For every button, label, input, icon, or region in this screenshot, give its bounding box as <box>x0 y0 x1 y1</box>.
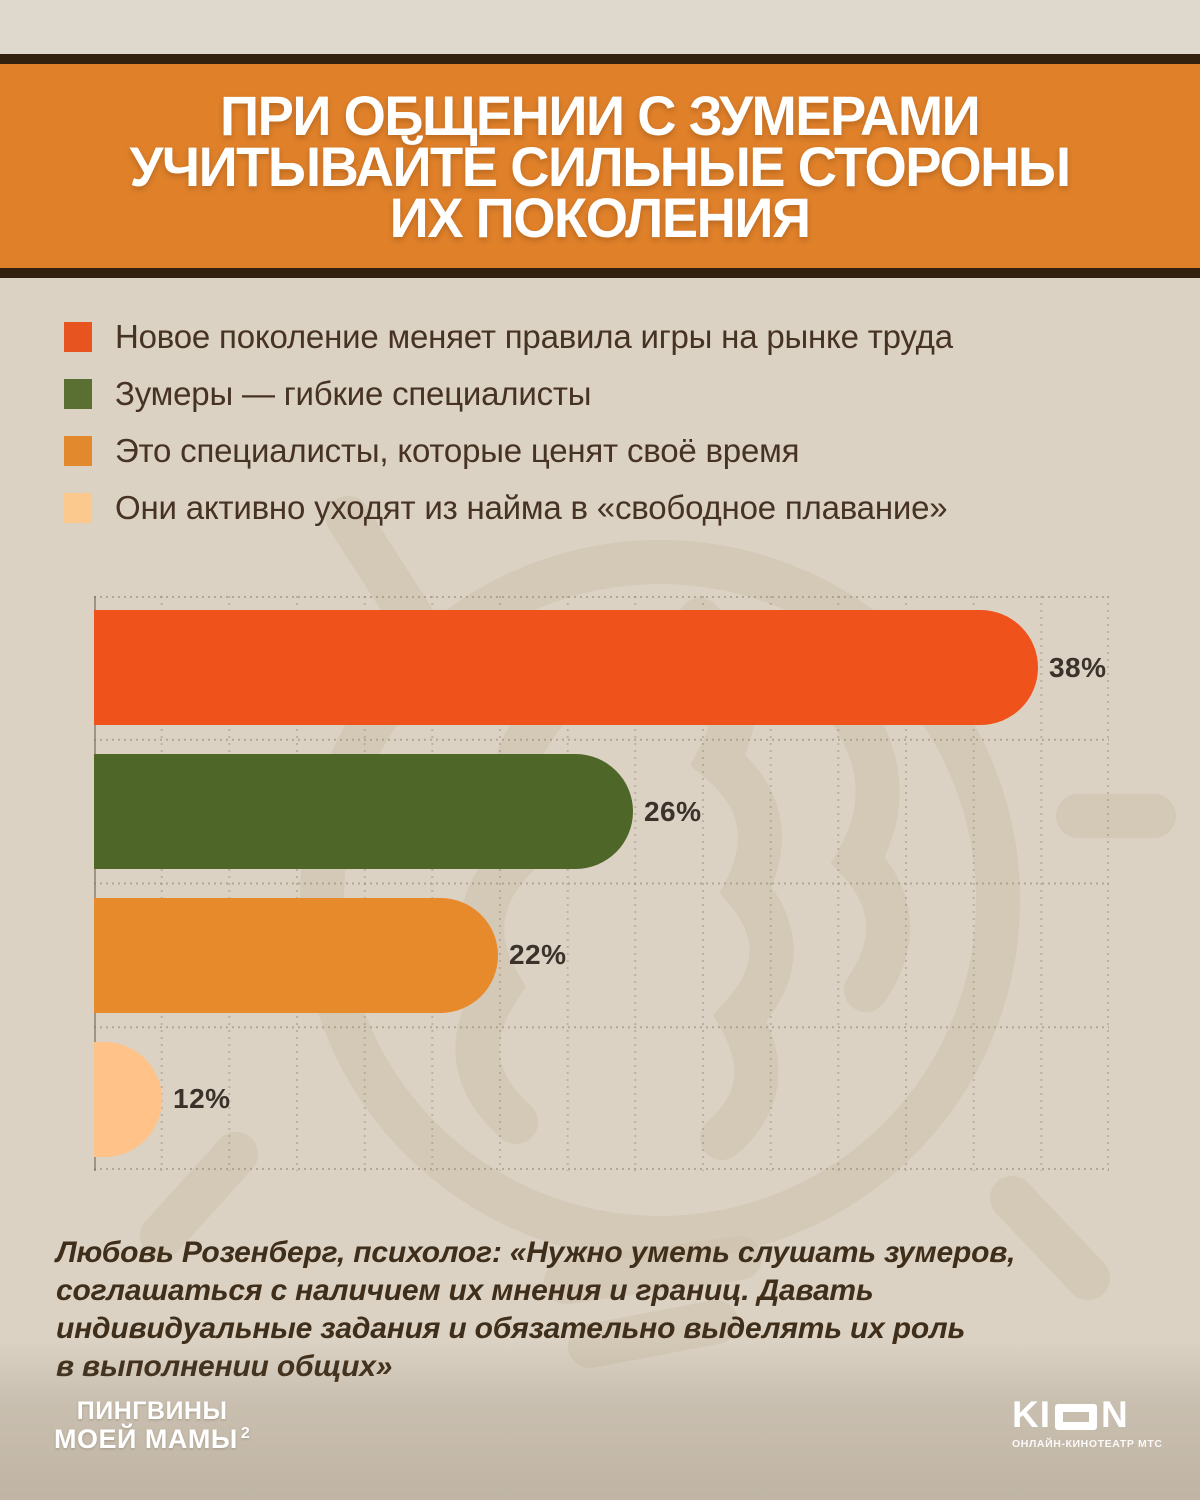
bar-chart: 38% 26% 22% 12% <box>94 596 1109 1171</box>
bar-value-label: 38% <box>1048 651 1107 683</box>
kion-wordmark: KI N <box>1012 1396 1163 1433</box>
page-title: ПРИ ОБЩЕНИИ С ЗУМЕРАМИ УЧИТЫВАЙТЕ СИЛЬНЫ… <box>129 83 1072 249</box>
legend-swatch-icon <box>64 379 92 409</box>
chart-rows: 38% 26% 22% 12% <box>94 596 1109 1171</box>
bar-segment-38 <box>94 610 1038 726</box>
penguins-logo-superscript: 2 <box>240 1425 251 1442</box>
bar-segment-26 <box>94 754 633 870</box>
kion-o-icon <box>1055 1403 1097 1430</box>
header-banner: ПРИ ОБЩЕНИИ С ЗУМЕРАМИ УЧИТЫВАЙТЕ СИЛЬНЫ… <box>0 54 1200 278</box>
legend-item: Это специалисты, которые ценят своё врем… <box>64 432 953 469</box>
legend-label: Новое поколение меняет правила игры на р… <box>115 318 953 355</box>
legend-item: Зумеры — гибкие специалисты <box>64 375 953 412</box>
chart-row: 22% <box>94 884 1109 1028</box>
legend-swatch-icon <box>64 436 92 466</box>
penguins-logo-line2-text: МОЕЙ МАМЫ <box>54 1424 238 1454</box>
bar-value-label: 26% <box>643 795 702 827</box>
legend-item: Они активно уходят из найма в «свободное… <box>64 489 953 526</box>
legend-swatch-icon <box>64 493 92 523</box>
penguins-logo-line2: МОЕЙ МАМЫ 2 <box>54 1424 251 1454</box>
penguins-logo: ПИНГВИНЫ МОЕЙ МАМЫ 2 <box>54 1398 250 1454</box>
bottom-shade <box>0 1340 1200 1500</box>
legend-item: Новое поколение меняет правила игры на р… <box>64 318 953 355</box>
legend-swatch-icon <box>64 322 92 352</box>
kion-logo: KI N ОНЛАЙН-КИНОТЕАТР МТС <box>1012 1396 1163 1450</box>
chart-row: 12% <box>94 1027 1109 1171</box>
chart-row: 38% <box>94 596 1109 740</box>
bar-segment-12 <box>94 1041 162 1157</box>
legend-label: Они активно уходят из найма в «свободное… <box>115 489 948 526</box>
legend-label: Зумеры — гибкие специалисты <box>115 375 592 412</box>
bar-segment-22 <box>94 897 498 1013</box>
bar-value-label: 22% <box>508 939 567 971</box>
kion-letters-ki: KI <box>1012 1394 1051 1435</box>
bar-value-label: 12% <box>173 1083 231 1115</box>
legend-label: Это специалисты, которые ценят своё врем… <box>115 432 800 469</box>
kion-letter-n: N <box>1101 1394 1129 1435</box>
top-strip <box>0 0 1200 54</box>
kion-tagline: ОНЛАЙН-КИНОТЕАТР МТС <box>1012 1438 1163 1450</box>
expert-quote: Любовь Розенберг, психолог: «Нужно уметь… <box>56 1236 1016 1383</box>
penguins-logo-line1: ПИНГВИНЫ <box>76 1397 228 1425</box>
chart-row: 26% <box>94 740 1109 884</box>
legend: Новое поколение меняет правила игры на р… <box>64 318 953 548</box>
